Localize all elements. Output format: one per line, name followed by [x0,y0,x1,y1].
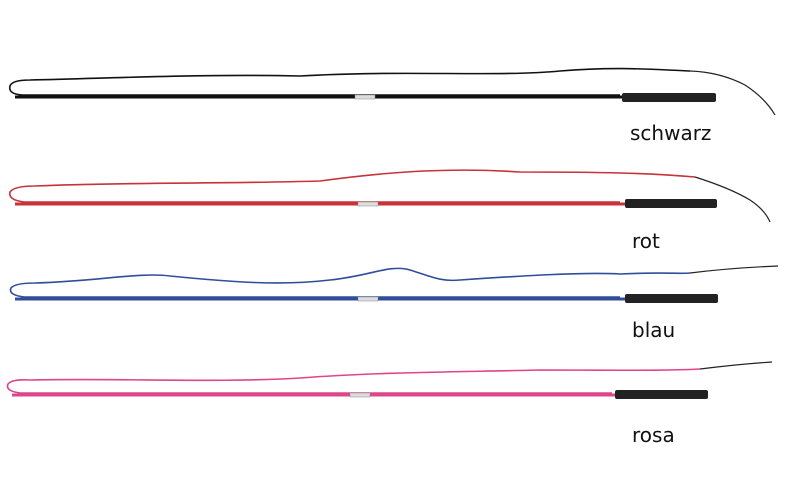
color-label: rot [632,229,660,253]
whip-black: schwarz [8,67,776,145]
color-label: rosa [632,423,675,447]
color-label: schwarz [630,121,711,145]
whip-blue: blau [9,265,779,342]
whip-pink: rosa [6,361,773,447]
whip-red: rot [8,169,771,253]
color-label: blau [632,318,675,342]
